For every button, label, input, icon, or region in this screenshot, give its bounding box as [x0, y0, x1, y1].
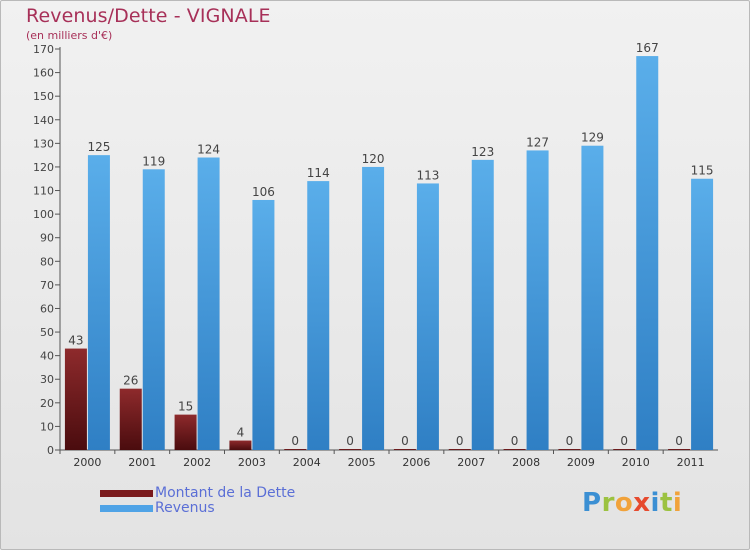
data-label-revenus: 115 — [691, 164, 714, 178]
chart-subtitle: (en milliers d'€) — [26, 29, 113, 42]
y-tick-label: 150 — [33, 90, 54, 103]
y-tick-label: 60 — [40, 302, 54, 315]
legend-swatch-dette — [100, 490, 153, 497]
data-label-revenus: 119 — [142, 154, 165, 168]
data-label-revenus: 127 — [526, 135, 549, 149]
data-label-revenus: 167 — [636, 41, 659, 55]
x-tick-label: 2010 — [622, 456, 650, 469]
legend-label-dette: Montant de la Dette — [155, 485, 296, 501]
data-label-dette: 43 — [68, 334, 83, 348]
bar-dette — [503, 449, 526, 450]
bar-revenus — [636, 56, 659, 450]
bar-revenus — [362, 166, 385, 451]
legend-swatch-revenus — [100, 505, 153, 512]
y-tick-label: 120 — [33, 161, 54, 174]
data-label-dette: 0 — [456, 434, 464, 448]
bar-revenus — [197, 157, 220, 450]
data-label-dette: 0 — [675, 434, 683, 448]
y-tick-label: 10 — [40, 420, 54, 433]
data-label-dette: 26 — [123, 374, 138, 388]
bar-dette — [229, 440, 252, 450]
proxiti-logo: Proxiti — [582, 488, 683, 518]
legend-item-dette: Montant de la Dette — [100, 486, 295, 501]
y-tick-label: 130 — [33, 137, 54, 150]
x-tick-label: 2000 — [73, 456, 101, 469]
data-label-dette: 0 — [346, 434, 354, 448]
data-label-revenus: 124 — [197, 143, 220, 157]
bar-dette — [448, 449, 471, 450]
bar-revenus — [691, 178, 714, 450]
data-label-dette: 0 — [401, 434, 409, 448]
bar-dette — [558, 449, 581, 450]
chart-title: Revenus/Dette - VIGNALE — [26, 5, 271, 27]
bar-dette — [668, 449, 691, 450]
y-tick-label: 110 — [33, 185, 54, 198]
x-tick-label: 2009 — [567, 456, 595, 469]
y-tick-label: 30 — [40, 373, 54, 386]
data-label-dette: 0 — [620, 434, 628, 448]
x-tick-label: 2011 — [677, 456, 705, 469]
data-label-dette: 0 — [291, 434, 299, 448]
bar-dette — [174, 414, 197, 450]
bar-dette — [64, 348, 87, 450]
x-tick-label: 2007 — [457, 456, 485, 469]
legend-label-revenus: Revenus — [155, 500, 215, 516]
data-label-revenus: 129 — [581, 131, 604, 145]
data-label-revenus: 123 — [471, 145, 494, 159]
bar-revenus — [581, 145, 604, 450]
bar-dette — [119, 388, 142, 450]
bar-revenus — [252, 199, 275, 450]
legend: Montant de la Dette Revenus — [100, 486, 295, 516]
legend-item-revenus: Revenus — [100, 501, 295, 516]
bar-revenus — [307, 181, 330, 450]
bar-revenus — [142, 169, 165, 451]
y-tick-label: 0 — [47, 444, 54, 457]
bar-dette — [613, 449, 636, 450]
data-label-revenus: 113 — [416, 168, 439, 182]
data-label-dette: 0 — [566, 434, 574, 448]
x-tick-label: 2002 — [183, 456, 211, 469]
x-tick-label: 2001 — [128, 456, 156, 469]
bar-revenus — [416, 183, 439, 450]
y-tick-label: 140 — [33, 114, 54, 127]
y-tick-label: 90 — [40, 232, 54, 245]
x-tick-label: 2008 — [512, 456, 540, 469]
data-label-dette: 15 — [178, 400, 193, 414]
data-label-revenus: 106 — [252, 185, 275, 199]
y-tick-label: 70 — [40, 279, 54, 292]
x-tick-label: 2003 — [238, 456, 266, 469]
bar-dette — [284, 449, 307, 450]
data-label-dette: 0 — [511, 434, 519, 448]
y-tick-label: 170 — [33, 43, 54, 56]
y-tick-label: 160 — [33, 67, 54, 80]
bar-dette — [393, 449, 416, 450]
data-label-revenus: 114 — [307, 166, 330, 180]
data-label-revenus: 120 — [362, 152, 385, 166]
x-tick-label: 2005 — [348, 456, 376, 469]
x-tick-label: 2004 — [293, 456, 321, 469]
y-tick-label: 40 — [40, 350, 54, 363]
data-label-revenus: 125 — [87, 140, 110, 154]
bar-dette — [339, 449, 362, 450]
bar-revenus — [87, 155, 110, 450]
y-tick-label: 50 — [40, 326, 54, 339]
x-tick-label: 2006 — [402, 456, 430, 469]
bar-revenus — [471, 159, 494, 451]
bar-revenus — [526, 150, 549, 450]
y-tick-label: 20 — [40, 397, 54, 410]
y-tick-label: 100 — [33, 208, 54, 221]
y-tick-label: 80 — [40, 255, 54, 268]
data-label-dette: 4 — [237, 426, 245, 440]
